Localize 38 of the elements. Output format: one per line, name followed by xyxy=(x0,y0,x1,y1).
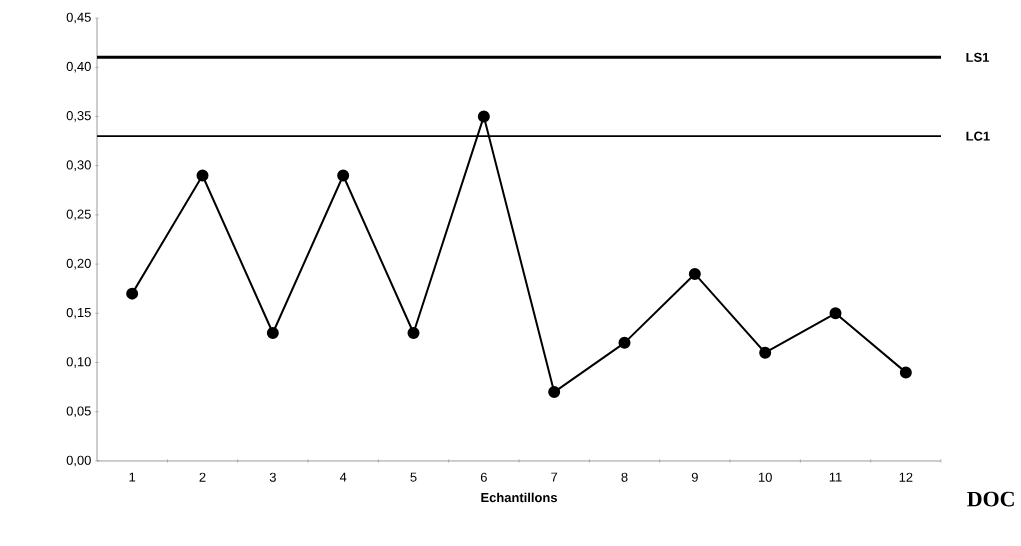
point xyxy=(407,327,420,340)
x-tick-label: 11 xyxy=(829,472,842,482)
y-tick-label: 0,05 xyxy=(66,406,91,418)
x-tick-label: 5 xyxy=(410,472,417,482)
ref-line-label: LC1 xyxy=(966,131,990,141)
y-tick-label: 0,10 xyxy=(66,357,91,368)
y-tick-label: 0,00 xyxy=(66,455,91,467)
point xyxy=(899,366,912,379)
x-tick-label: 10 xyxy=(758,472,772,482)
y-tick-label: 0,35 xyxy=(66,111,91,122)
x-tick-label: 9 xyxy=(691,472,698,482)
point xyxy=(548,386,561,399)
text: DOC xyxy=(967,491,1014,507)
point xyxy=(829,307,842,320)
ref-line-label: LS1 xyxy=(966,52,990,62)
y-tick-label: 0,45 xyxy=(66,12,91,24)
y-tick-label: 0,30 xyxy=(66,160,91,171)
x-tick-label: 8 xyxy=(621,472,628,482)
point xyxy=(759,346,772,359)
x-tick-label: 6 xyxy=(480,472,487,482)
x-tick-label: 7 xyxy=(551,472,558,482)
x-tick-label: 12 xyxy=(899,472,913,482)
y-tick-label: 0,20 xyxy=(66,258,91,270)
x-tick-label: 1 xyxy=(129,472,136,482)
point xyxy=(337,169,350,182)
point xyxy=(688,267,701,280)
x-tick-label: 4 xyxy=(339,472,347,482)
point xyxy=(618,336,631,349)
x-tick-label: 2 xyxy=(199,472,206,482)
y-tick-label: 0,40 xyxy=(66,61,91,73)
point xyxy=(126,287,139,300)
x-tick-label: 3 xyxy=(269,472,276,482)
x-axis-title: Echantillons xyxy=(481,492,557,503)
point xyxy=(266,327,279,340)
y-tick-label: 0,15 xyxy=(66,307,91,319)
point xyxy=(477,110,490,123)
y-tick-label: 0,25 xyxy=(66,209,91,221)
point xyxy=(196,169,209,182)
